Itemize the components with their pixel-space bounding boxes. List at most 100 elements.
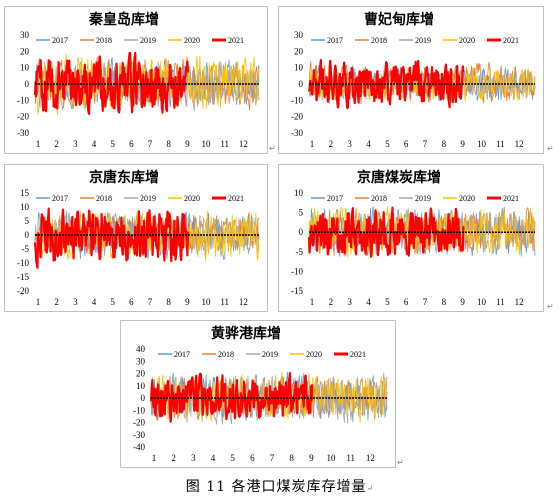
- chart-title: 秦皇岛库增: [88, 11, 159, 28]
- y-tick-label: -30: [133, 430, 145, 440]
- chart-title: 京唐东库增: [89, 169, 159, 186]
- x-tick-label: 8: [166, 139, 171, 149]
- x-tick-label: 12: [239, 139, 248, 149]
- x-tick-label: 1: [152, 453, 157, 463]
- x-tick-label: 11: [220, 297, 229, 307]
- x-tick-label: 3: [191, 453, 196, 463]
- x-tick-label: 6: [129, 297, 134, 307]
- x-tick-label: 1: [36, 297, 41, 307]
- chart-caofeidian: 曹妃甸库增 2017 2018 2019 2020 2021 30 20 10 0 -10 -20 -3…: [278, 6, 544, 154]
- figure-caption: 图 11 各港口煤炭库存增量↵: [0, 476, 560, 496]
- y-tick-label: 10: [294, 188, 304, 198]
- y-tick-label: -10: [17, 258, 29, 268]
- legend-label-2018: 2018: [371, 194, 387, 203]
- x-tick-label: 4: [366, 297, 371, 307]
- x-tick-label: 11: [496, 297, 505, 307]
- x-tick-label: 1: [310, 297, 315, 307]
- x-tick-label: 7: [423, 139, 428, 149]
- legend-label-2019: 2019: [415, 194, 431, 203]
- y-tick-label: 5: [299, 208, 304, 218]
- legend-label-2020: 2020: [459, 194, 475, 203]
- y-tick-label: -10: [17, 95, 29, 105]
- x-tick-label: 9: [460, 139, 465, 149]
- y-tick-label: 5: [25, 216, 30, 226]
- y-tick-label: 0: [299, 79, 304, 89]
- x-tick-label: 11: [346, 453, 355, 463]
- x-tick-label: 8: [289, 453, 294, 463]
- legend-label-2018: 2018: [96, 36, 112, 45]
- legend-label-2018: 2018: [96, 194, 112, 203]
- series-line-2021: [149, 371, 314, 423]
- x-tick-label: 9: [309, 453, 314, 463]
- x-tick-label: 10: [202, 297, 212, 307]
- x-tick-label: 10: [477, 139, 487, 149]
- y-tick-label: 20: [294, 46, 304, 56]
- caption-text: 图 11 各港口煤炭库存增量: [185, 479, 367, 495]
- y-tick-label: -15: [17, 272, 29, 282]
- legend-label-2018: 2018: [371, 36, 387, 45]
- y-tick-label: 30: [294, 30, 304, 40]
- legend-label-2020: 2020: [459, 36, 475, 45]
- y-tick-label: 10: [20, 63, 30, 73]
- legend-label-2018: 2018: [218, 350, 234, 359]
- y-tick-label: 0: [299, 227, 304, 237]
- y-tick-label: -40: [133, 442, 145, 452]
- x-tick-label: 5: [110, 297, 115, 307]
- chart-svg-1: 曹妃甸库增 2017 2018 2019 2020 2021 30 20 10 0 -10 -20 -3…: [291, 11, 536, 149]
- x-tick-label: 12: [515, 139, 524, 149]
- chart-svg-4: 黄骅港库增 2017 2018 2019 2020 2021 40 30 20 10 0 -10 -20…: [133, 325, 388, 463]
- x-tick-label: 9: [460, 297, 465, 307]
- x-tick-label: 4: [92, 139, 97, 149]
- x-tick-label: 3: [347, 139, 352, 149]
- chart-title: 曹妃甸库增: [364, 11, 434, 28]
- legend-label-2021: 2021: [350, 350, 366, 359]
- y-tick-label: 15: [20, 188, 30, 198]
- chart-huanghua: 黄骅港库增 2017 2018 2019 2020 2021 40 30 20 10 0 -10 -20…: [120, 320, 396, 468]
- y-tick-label: 10: [294, 63, 304, 73]
- x-tick-label: 2: [329, 139, 334, 149]
- x-tick-label: 6: [129, 139, 134, 149]
- legend-label-2021: 2021: [228, 36, 244, 45]
- y-tick-label: -10: [133, 405, 145, 415]
- chart-title: 黄骅港库增: [211, 325, 281, 342]
- paragraph-mark: ↵: [366, 484, 375, 493]
- y-tick-label: 20: [136, 369, 146, 379]
- legend-label-2020: 2020: [184, 36, 200, 45]
- x-tick-label: 3: [73, 297, 78, 307]
- y-tick-label: -30: [17, 128, 29, 138]
- legend-label-2017: 2017: [52, 194, 68, 203]
- x-tick-label: 8: [442, 139, 447, 149]
- legend-label-2017: 2017: [52, 36, 68, 45]
- legend-label-2020: 2020: [306, 350, 322, 359]
- legend-label-2019: 2019: [415, 36, 431, 45]
- x-tick-label: 8: [442, 297, 447, 307]
- y-tick-label: 0: [25, 230, 30, 240]
- y-tick-label: -20: [133, 418, 145, 428]
- y-tick-label: 0: [141, 393, 146, 403]
- x-tick-label: 3: [347, 297, 352, 307]
- chart-jingtangdong: 京唐东库增 2017 2018 2019 2020 2021 15 10 5 0 -5 -10 -15-…: [4, 164, 268, 312]
- y-tick-label: -10: [291, 266, 303, 276]
- x-tick-label: 5: [385, 139, 390, 149]
- x-tick-label: 7: [270, 453, 275, 463]
- x-tick-label: 6: [404, 139, 409, 149]
- x-tick-label: 11: [496, 139, 505, 149]
- x-tick-label: 10: [477, 297, 487, 307]
- x-tick-label: 5: [110, 139, 115, 149]
- legend-label-2021: 2021: [228, 194, 244, 203]
- x-tick-label: 4: [92, 297, 97, 307]
- legend-label-2017: 2017: [327, 194, 343, 203]
- x-tick-label: 6: [250, 453, 255, 463]
- y-tick-label: -5: [296, 247, 304, 257]
- chart-title: 京唐煤炭库增: [357, 169, 441, 186]
- x-tick-label: 1: [36, 139, 41, 149]
- y-tick-label: 40: [136, 344, 146, 354]
- series-line-2021: [307, 206, 465, 258]
- legend-label-2017: 2017: [174, 350, 190, 359]
- chart-svg-0: 秦皇岛库增 2017 2018 2019 2020 2021 30 20 10 0 -10 -20 -3…: [17, 11, 260, 149]
- x-tick-label: 11: [220, 139, 229, 149]
- chart-jingtang-coal: 京唐煤炭库增 2017 2018 2019 2020 2021 10 5 0 -5 -10 -15 1 2…: [278, 164, 544, 312]
- x-tick-label: 5: [385, 297, 390, 307]
